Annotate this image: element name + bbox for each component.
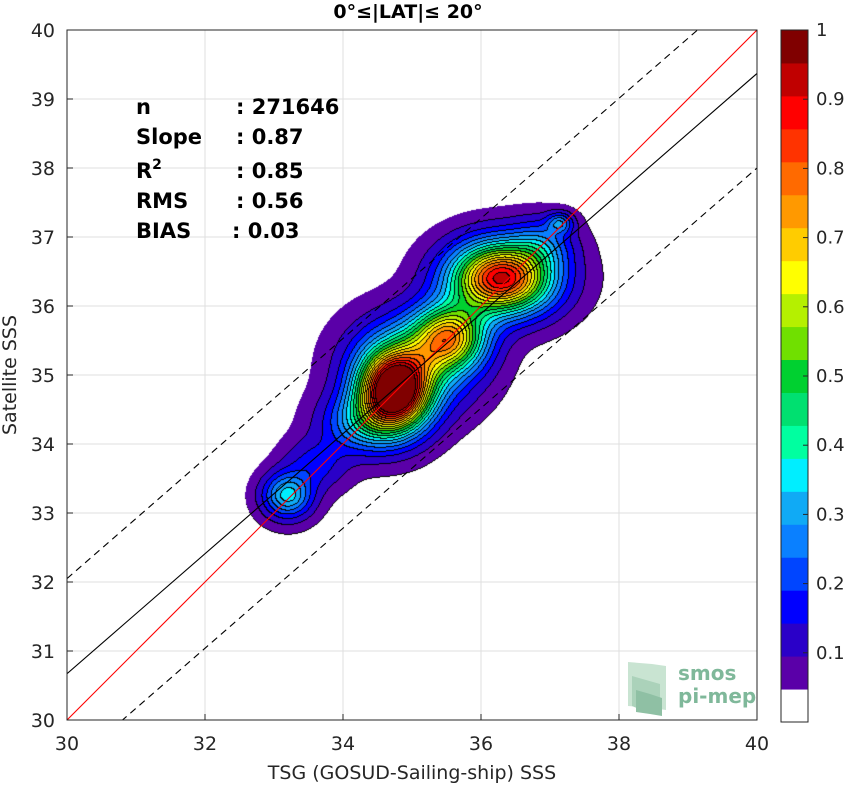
reference-lines	[67, 30, 757, 720]
x-tick-label: 40	[745, 733, 769, 755]
x-tick-label: 36	[469, 733, 493, 755]
colorbar-tick-label: 0.1	[816, 643, 845, 664]
stat-rms-label: RMS	[136, 189, 188, 213]
colorbar-segment	[781, 62, 808, 97]
chart-title: 0°≤|LAT|≤ 20°	[333, 1, 482, 23]
colorbar-tick-label: 0.3	[816, 504, 845, 525]
y-tick-label: 36	[31, 296, 55, 318]
colorbar-segment	[781, 293, 808, 328]
colorbar-segment	[781, 656, 808, 690]
colorbar-segment	[781, 128, 808, 163]
colorbar-tick-label: 1	[816, 20, 827, 41]
colorbar-segment	[781, 458, 808, 492]
colorbar-segment	[781, 161, 808, 196]
colorbar-segment	[781, 590, 808, 624]
stat-slope-label: Slope	[136, 125, 202, 149]
y-tick-label: 37	[31, 227, 55, 249]
stat-n-label: n	[136, 95, 151, 119]
y-tick-label: 35	[31, 365, 55, 387]
y-tick-label: 39	[31, 89, 55, 111]
stat-slope-value: : 0.87	[236, 125, 304, 149]
colorbar-tick-label: 0.2	[816, 574, 845, 595]
x-axis-label: TSG (GOSUD-Sailing-ship) SSS	[267, 762, 556, 784]
colorbar-segment	[781, 689, 808, 723]
stat-r2-value: : 0.85	[236, 159, 304, 183]
y-tick-label: 30	[31, 710, 55, 732]
stats-box: n : 271646 Slope : 0.87 R2 : 0.85 RMS : …	[136, 95, 339, 243]
colorbar-segment	[781, 194, 808, 229]
colorbar-tick-label: 0.9	[816, 89, 845, 110]
x-tick-label: 32	[193, 733, 217, 755]
x-tick-label: 34	[331, 733, 355, 755]
line-one-to-one	[67, 30, 757, 720]
y-tick-label: 31	[31, 641, 55, 663]
colorbar-tick-label: 0.6	[816, 297, 845, 318]
x-tick-label: 30	[55, 733, 79, 755]
logo-line1: smos	[678, 661, 736, 685]
y-axis-ticks: 30 31 32 33 34 35 36 37 38 39 40	[31, 20, 73, 732]
colorbar	[781, 30, 808, 723]
logo-line2: pi-mep	[678, 684, 756, 708]
y-tick-label: 34	[31, 434, 55, 456]
stat-n-value: : 271646	[236, 95, 339, 119]
colorbar-segment	[781, 491, 808, 525]
smos-pi-mep-logo: smos pi-mep	[628, 661, 756, 716]
colorbar-segment	[781, 30, 808, 64]
line-lower-bound	[121, 167, 757, 720]
colorbar-ticks: 0.1 0.2 0.3 0.4 0.5 0.6 0.7 0.8 0.9 1	[803, 20, 845, 664]
y-tick-label: 32	[31, 572, 55, 594]
colorbar-segment	[781, 95, 808, 130]
colorbar-segment	[781, 392, 808, 426]
stat-rms-value: : 0.56	[236, 189, 304, 213]
x-axis-ticks: 30 32 34 36 38 40	[55, 714, 769, 755]
x-tick-label: 38	[607, 733, 631, 755]
colorbar-tick-label: 0.8	[816, 158, 845, 179]
colorbar-tick-label: 0.7	[816, 228, 845, 249]
colorbar-tick-label: 0.5	[816, 366, 845, 387]
y-tick-label: 38	[31, 158, 55, 180]
colorbar-segment	[781, 623, 808, 657]
line-fit	[67, 73, 757, 675]
colorbar-tick-label: 0.4	[816, 435, 845, 456]
y-axis-label: Satellite SSS	[0, 315, 21, 435]
colorbar-segment	[781, 326, 808, 361]
stat-bias-label: BIAS	[136, 219, 191, 243]
colorbar-segment	[781, 425, 808, 459]
logo-mark-icon	[628, 662, 666, 716]
stat-bias-value: : 0.03	[232, 219, 300, 243]
colorbar-segment	[781, 227, 808, 262]
colorbar-segment	[781, 557, 808, 591]
colorbar-segment	[781, 260, 808, 295]
line-upper-bound	[67, 30, 699, 579]
colorbar-segment	[781, 524, 808, 558]
y-tick-label: 33	[31, 503, 55, 525]
y-tick-label: 40	[31, 20, 55, 42]
